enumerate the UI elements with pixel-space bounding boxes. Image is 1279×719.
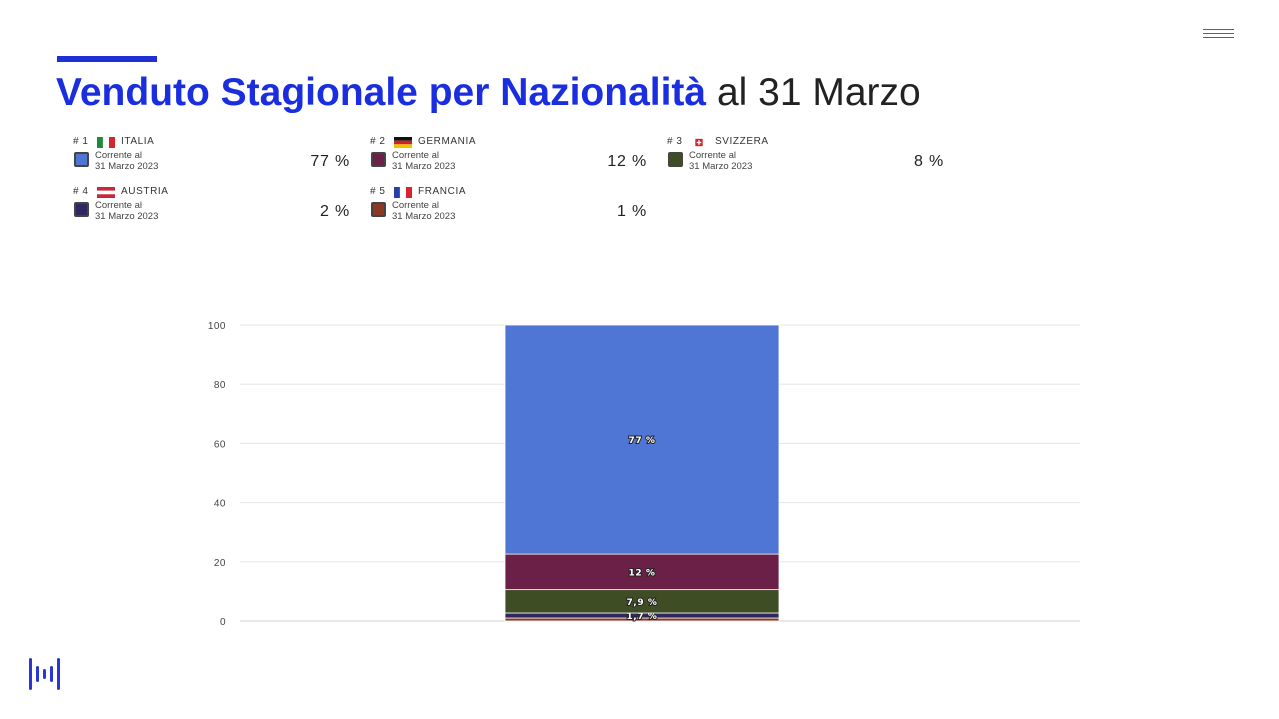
- legend-country: FRANCIA: [418, 186, 467, 197]
- legend-swatch-francia: [371, 202, 386, 217]
- legend-sublabel: Corrente al 31 Marzo 2023: [392, 200, 456, 222]
- legend-rank: # 2: [370, 136, 386, 147]
- legend-value: 12 %: [607, 153, 647, 170]
- legend-value: 8 %: [914, 153, 944, 170]
- legend-country: SVIZZERA: [715, 136, 769, 147]
- company-logo-icon: [29, 658, 60, 690]
- page-title-bold: Venduto Stagionale per Nazionalità: [56, 71, 707, 114]
- germany-flag-icon: [394, 137, 412, 148]
- y-tick-label: 60: [214, 439, 226, 450]
- data-label-svizzera: 7,9 %: [626, 598, 657, 608]
- legend-item-italia: # 1 ITALIA Corrente al 31 Marzo 2023 77 …: [73, 136, 363, 182]
- y-tick-label: 40: [214, 499, 226, 510]
- austria-flag-icon: [97, 187, 115, 198]
- legend-sublabel: Corrente al 31 Marzo 2023: [95, 200, 159, 222]
- legend-swatch-germania: [371, 152, 386, 167]
- legend-value: 2 %: [320, 203, 350, 220]
- legend-swatch-svizzera: [668, 152, 683, 167]
- legend-sublabel: Corrente al 31 Marzo 2023: [95, 150, 159, 172]
- switzerland-flag-icon: [695, 138, 703, 147]
- legend-rank: # 3: [667, 136, 683, 147]
- legend-rank: # 1: [73, 136, 89, 147]
- hamburger-menu-icon[interactable]: [1203, 29, 1234, 41]
- legend-item-germania: # 2 GERMANIA Corrente al 31 Marzo 2023 1…: [370, 136, 660, 182]
- y-tick-label: 100: [208, 321, 226, 332]
- bar-segment-germania: [504, 553, 780, 591]
- y-tick-label: 20: [214, 558, 226, 569]
- y-tick-label: 0: [220, 617, 226, 628]
- legend-rank: # 5: [370, 186, 386, 197]
- legend-item-francia: # 5 FRANCIA Corrente al 31 Marzo 2023 1 …: [370, 186, 660, 232]
- legend-value: 77 %: [310, 153, 350, 170]
- data-label-germania: 12 %: [628, 568, 655, 578]
- title-accent-bar: [57, 56, 157, 62]
- legend-rank: # 4: [73, 186, 89, 197]
- legend: # 1 ITALIA Corrente al 31 Marzo 2023 77 …: [0, 0, 1279, 240]
- italy-flag-icon: [97, 137, 115, 148]
- y-tick-label: 80: [214, 380, 226, 391]
- legend-sublabel: Corrente al 31 Marzo 2023: [689, 150, 753, 172]
- page-title-date: al 31 Marzo: [706, 71, 921, 114]
- data-label-italia: 77 %: [628, 436, 655, 446]
- legend-country: ITALIA: [121, 136, 155, 147]
- legend-item-austria: # 4 AUSTRIA Corrente al 31 Marzo 2023 2 …: [73, 186, 363, 232]
- legend-value: 1 %: [617, 203, 647, 220]
- legend-swatch-austria: [74, 202, 89, 217]
- page-title: Venduto Stagionale per Nazionalità al 31…: [56, 70, 921, 116]
- legend-item-svizzera: # 3 SVIZZERA Corrente al 31 Marzo 2023 8…: [667, 136, 957, 182]
- data-label-austria: 1,7 %: [626, 612, 657, 622]
- france-flag-icon: [394, 187, 412, 198]
- legend-sublabel: Corrente al 31 Marzo 2023: [392, 150, 456, 172]
- legend-country: GERMANIA: [418, 136, 477, 147]
- bar-segment-italia: [504, 324, 780, 555]
- legend-swatch-italia: [74, 152, 89, 167]
- legend-country: AUSTRIA: [121, 186, 169, 197]
